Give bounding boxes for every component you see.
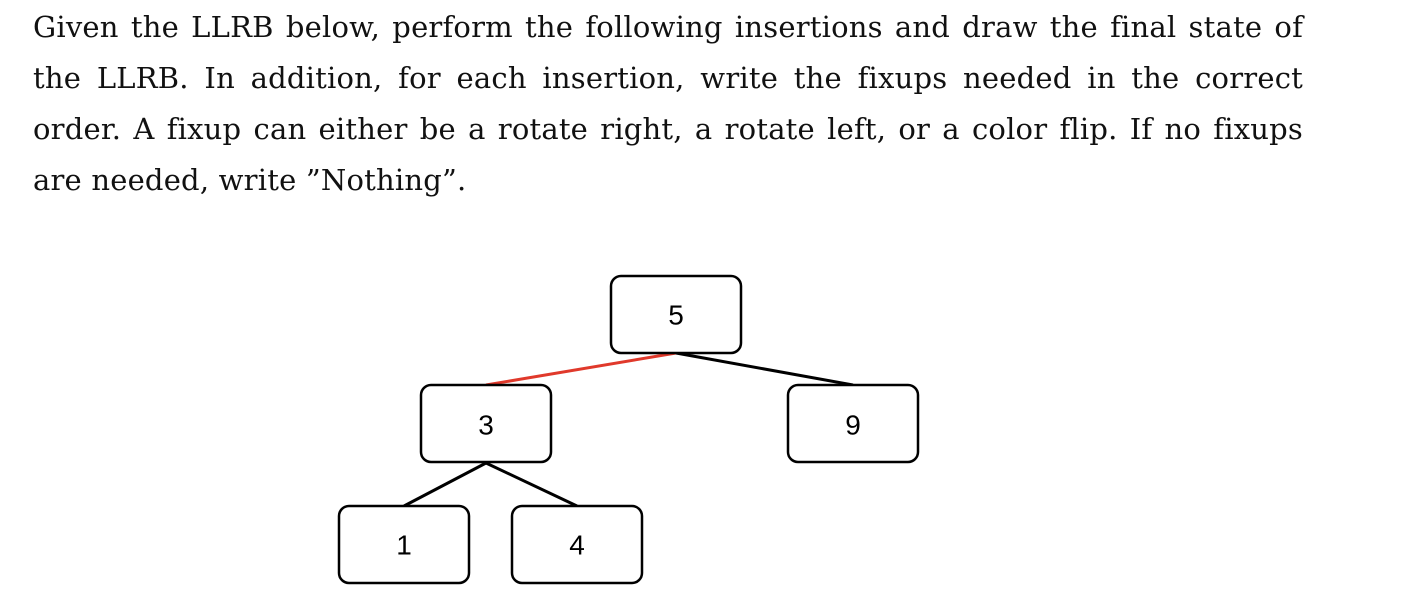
edge-3-to-1-black-link xyxy=(403,461,487,508)
node-label-left-left: 1 xyxy=(396,530,412,561)
node-label-left: 3 xyxy=(478,410,494,441)
edge-3-to-4-black-link xyxy=(485,461,578,508)
node-label-right: 9 xyxy=(845,410,861,441)
node-label-left-right: 4 xyxy=(569,530,585,561)
tree-node-left: 3 xyxy=(419,383,553,464)
node-label-root: 5 xyxy=(668,300,684,331)
tree-node-right: 9 xyxy=(786,383,920,464)
edge-5-to-9-black-link xyxy=(675,351,854,387)
tree-node-root: 5 xyxy=(609,274,743,355)
edge-5-to-3-red-link xyxy=(485,351,677,387)
question-prompt: Given the LLRB below, perform the follow… xyxy=(33,10,1303,197)
tree-node-left-left: 1 xyxy=(337,504,471,585)
tree-node-left-right: 4 xyxy=(510,504,644,585)
